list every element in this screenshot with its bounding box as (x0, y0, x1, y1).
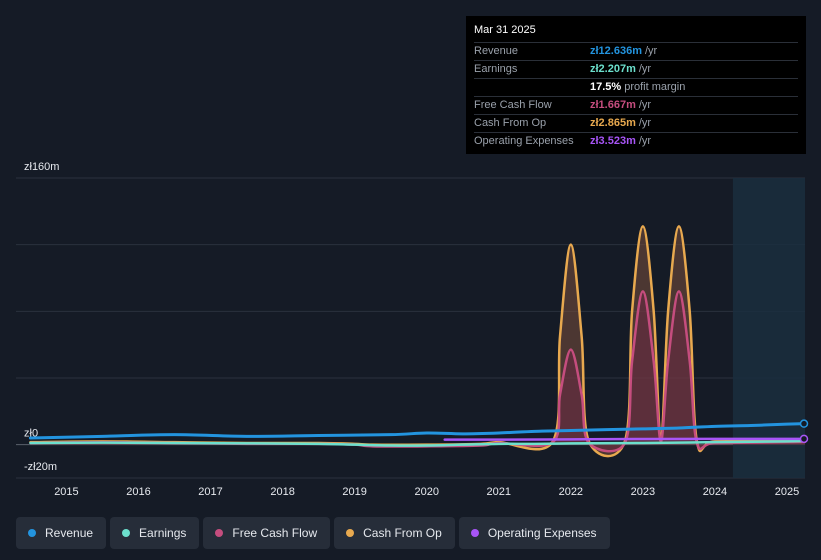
legend-label: Operating Expenses (487, 526, 597, 540)
legend-dot-icon (215, 529, 224, 537)
tooltip-date: Mar 31 2025 (474, 24, 536, 36)
tooltip-row-value: zł3.523m (590, 135, 636, 147)
line-revenue (28, 422, 807, 440)
tooltip-row-value: zł12.636m (590, 45, 642, 57)
tooltip-row-label: Revenue (474, 45, 519, 57)
tooltip-row-unit: profit margin (624, 81, 686, 93)
end-marker-revenue (799, 419, 809, 428)
tooltip-row-label: Earnings (474, 63, 518, 75)
legend-item-earnings[interactable]: Earnings (110, 517, 200, 549)
legend-item-free-cash-flow[interactable]: Free Cash Flow (203, 517, 331, 549)
tooltip-row-value: zł2.865m (590, 117, 636, 129)
legend-item-operating-expenses[interactable]: Operating Expenses (458, 517, 610, 549)
tooltip-row-unit: /yr (638, 135, 652, 147)
series-end-markers (799, 419, 809, 444)
chart-legend: Revenue Earnings Free Cash Flow Cash From O… (16, 517, 610, 549)
x-tick-label: 2021 (487, 486, 511, 498)
tooltip-row-unit: /yr (638, 63, 652, 75)
legend-item-cash-from-op[interactable]: Cash From Op (334, 517, 455, 549)
tooltip-row: Revenue zł12.636m/yr (474, 42, 798, 60)
legend-item-revenue[interactable]: Revenue (16, 517, 107, 549)
legend-label: Cash From Op (363, 526, 442, 540)
x-tick-label: 2019 (342, 486, 366, 498)
tooltip-row-label: Cash From Op (474, 117, 547, 129)
legend-label: Free Cash Flow (232, 526, 318, 540)
legend-label: Earnings (139, 526, 187, 540)
legend-dot-icon (346, 529, 355, 537)
x-tick-label: 2024 (703, 486, 727, 498)
tooltip-row-unit: /yr (644, 45, 658, 57)
x-axis-ticks: 2015 2016 2017 2018 2019 2020 2021 2022 2023 2024… (54, 486, 799, 498)
tooltip-row: Operating Expenses zł3.523m/yr (474, 132, 798, 150)
y-tick-label: -zł20m (24, 461, 57, 473)
tooltip-row-value: 17.5% (590, 81, 622, 93)
financial-chart: zł160m zł0 -zł20m 2015 2016 2017 2018 2019 2020… (16, 161, 809, 498)
tooltip-row: Earnings zł2.207m/yr (474, 60, 798, 78)
x-tick-label: 2017 (198, 486, 222, 498)
x-tick-label: 2020 (414, 486, 438, 498)
tooltip-row-label (474, 79, 590, 96)
x-tick-label: 2022 (559, 486, 583, 498)
tooltip-row-value: zł2.207m (590, 63, 636, 75)
tooltip-row: Free Cash Flow zł1.667m/yr (474, 96, 798, 114)
x-tick-label: 2025 (775, 486, 799, 498)
end-marker-operating-expenses (799, 434, 809, 444)
tooltip-row-unit: /yr (638, 117, 652, 129)
x-tick-label: 2018 (270, 486, 294, 498)
x-tick-label: 2016 (126, 486, 150, 498)
x-tick-label: 2015 (54, 486, 78, 498)
y-tick-label: zł160m (24, 161, 59, 173)
tooltip-row: Cash From Op zł2.865m/yr (474, 114, 798, 132)
forecast-region (732, 178, 805, 478)
x-tick-label: 2023 (631, 486, 655, 498)
tooltip-row-label: Free Cash Flow (474, 99, 552, 111)
tooltip-row: 17.5% profit margin (474, 78, 798, 96)
series-areas (30, 226, 806, 457)
legend-dot-icon (122, 529, 131, 537)
line-operating-expenses (443, 437, 807, 441)
series-lines (28, 225, 807, 458)
tooltip-row-label: Operating Expenses (474, 135, 574, 147)
legend-dot-icon (28, 529, 36, 537)
tooltip-rows: Revenue zł12.636m/yr Earnings zł2.207m/yr 17… (474, 42, 798, 150)
area-free-cash-flow (30, 291, 806, 452)
tooltip-row-value: zł1.667m (590, 99, 636, 111)
legend-dot-icon (470, 529, 479, 537)
y-tick-label: zł0 (24, 428, 38, 440)
tooltip-panel: Mar 31 2025 Revenue zł12.636m/yr Earnings z… (466, 16, 806, 154)
legend-label: Revenue (45, 526, 94, 540)
tooltip-row-unit: /yr (638, 99, 652, 111)
line-earnings (29, 439, 807, 447)
y-axis-ticks: zł160m zł0 -zł20m (24, 161, 59, 473)
